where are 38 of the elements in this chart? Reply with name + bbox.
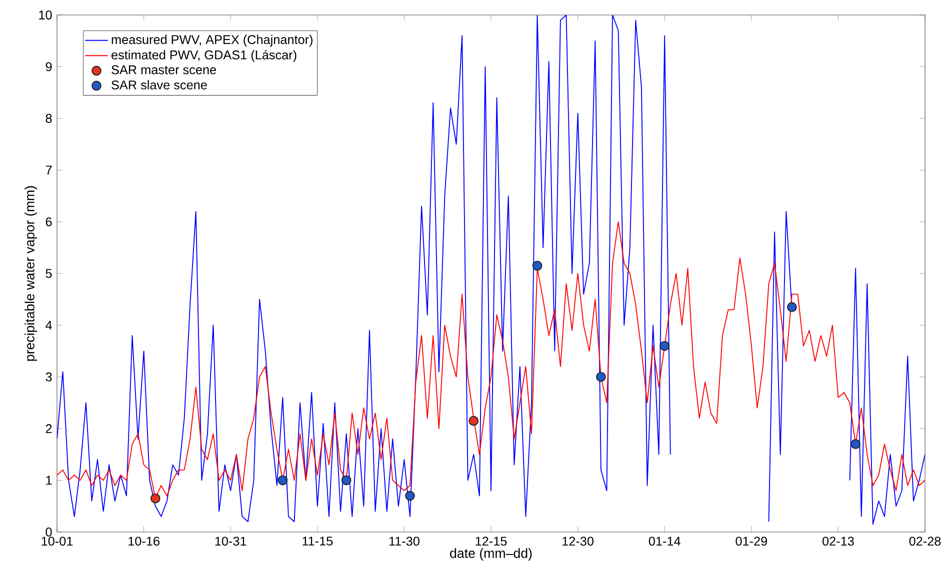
y-tick-label: 4 <box>46 320 52 330</box>
legend-label: SAR master scene <box>112 65 216 74</box>
point <box>660 340 670 351</box>
x-tick-label: 10-01 <box>42 536 73 546</box>
point <box>278 475 288 486</box>
y-tick-label: 1 <box>46 476 52 485</box>
y-tick-label: 0 <box>46 528 52 536</box>
y-axis-title: precipitable water vapor (mm) <box>24 186 38 361</box>
legend-label: measured PWV, APEX (Chajnantor) <box>112 34 312 47</box>
x-tick-label: 10-31 <box>215 536 246 546</box>
y-tick-label: 10 <box>39 10 52 20</box>
y-tick-label: 7 <box>46 166 52 174</box>
x-tick-label: 02-13 <box>822 536 854 546</box>
legend-label: estimated PWV, GDAS1 (Láscar) <box>112 50 296 62</box>
point <box>150 493 160 504</box>
x-tick-label: 12-15 <box>476 536 507 546</box>
legend-label: SAR slave scene <box>112 80 207 90</box>
y-tick-label: 3 <box>46 372 52 382</box>
y-tick-label: 6 <box>46 217 52 226</box>
x-tick-label: 11-30 <box>389 536 420 546</box>
x-tick-label: 02-28 <box>909 536 941 546</box>
point <box>468 416 479 426</box>
y-tick-label: 2 <box>46 424 52 434</box>
y-tick-label: 8 <box>46 114 52 123</box>
x-tick-label: 10-16 <box>128 536 160 546</box>
point <box>786 302 797 312</box>
point <box>405 490 415 501</box>
point <box>341 475 352 486</box>
point <box>850 439 860 450</box>
y-tick-label: 5 <box>46 269 52 278</box>
point <box>596 372 606 382</box>
point <box>532 260 542 271</box>
x-tick-label: 12-30 <box>562 536 594 546</box>
y-tick-label: 9 <box>46 62 52 72</box>
x-tick-label: 01-29 <box>736 536 767 546</box>
x-tick-label: 01-14 <box>648 536 680 546</box>
x-tick-label: 11-15 <box>302 536 333 546</box>
x-axis-title: date (mm–dd) <box>450 548 532 561</box>
